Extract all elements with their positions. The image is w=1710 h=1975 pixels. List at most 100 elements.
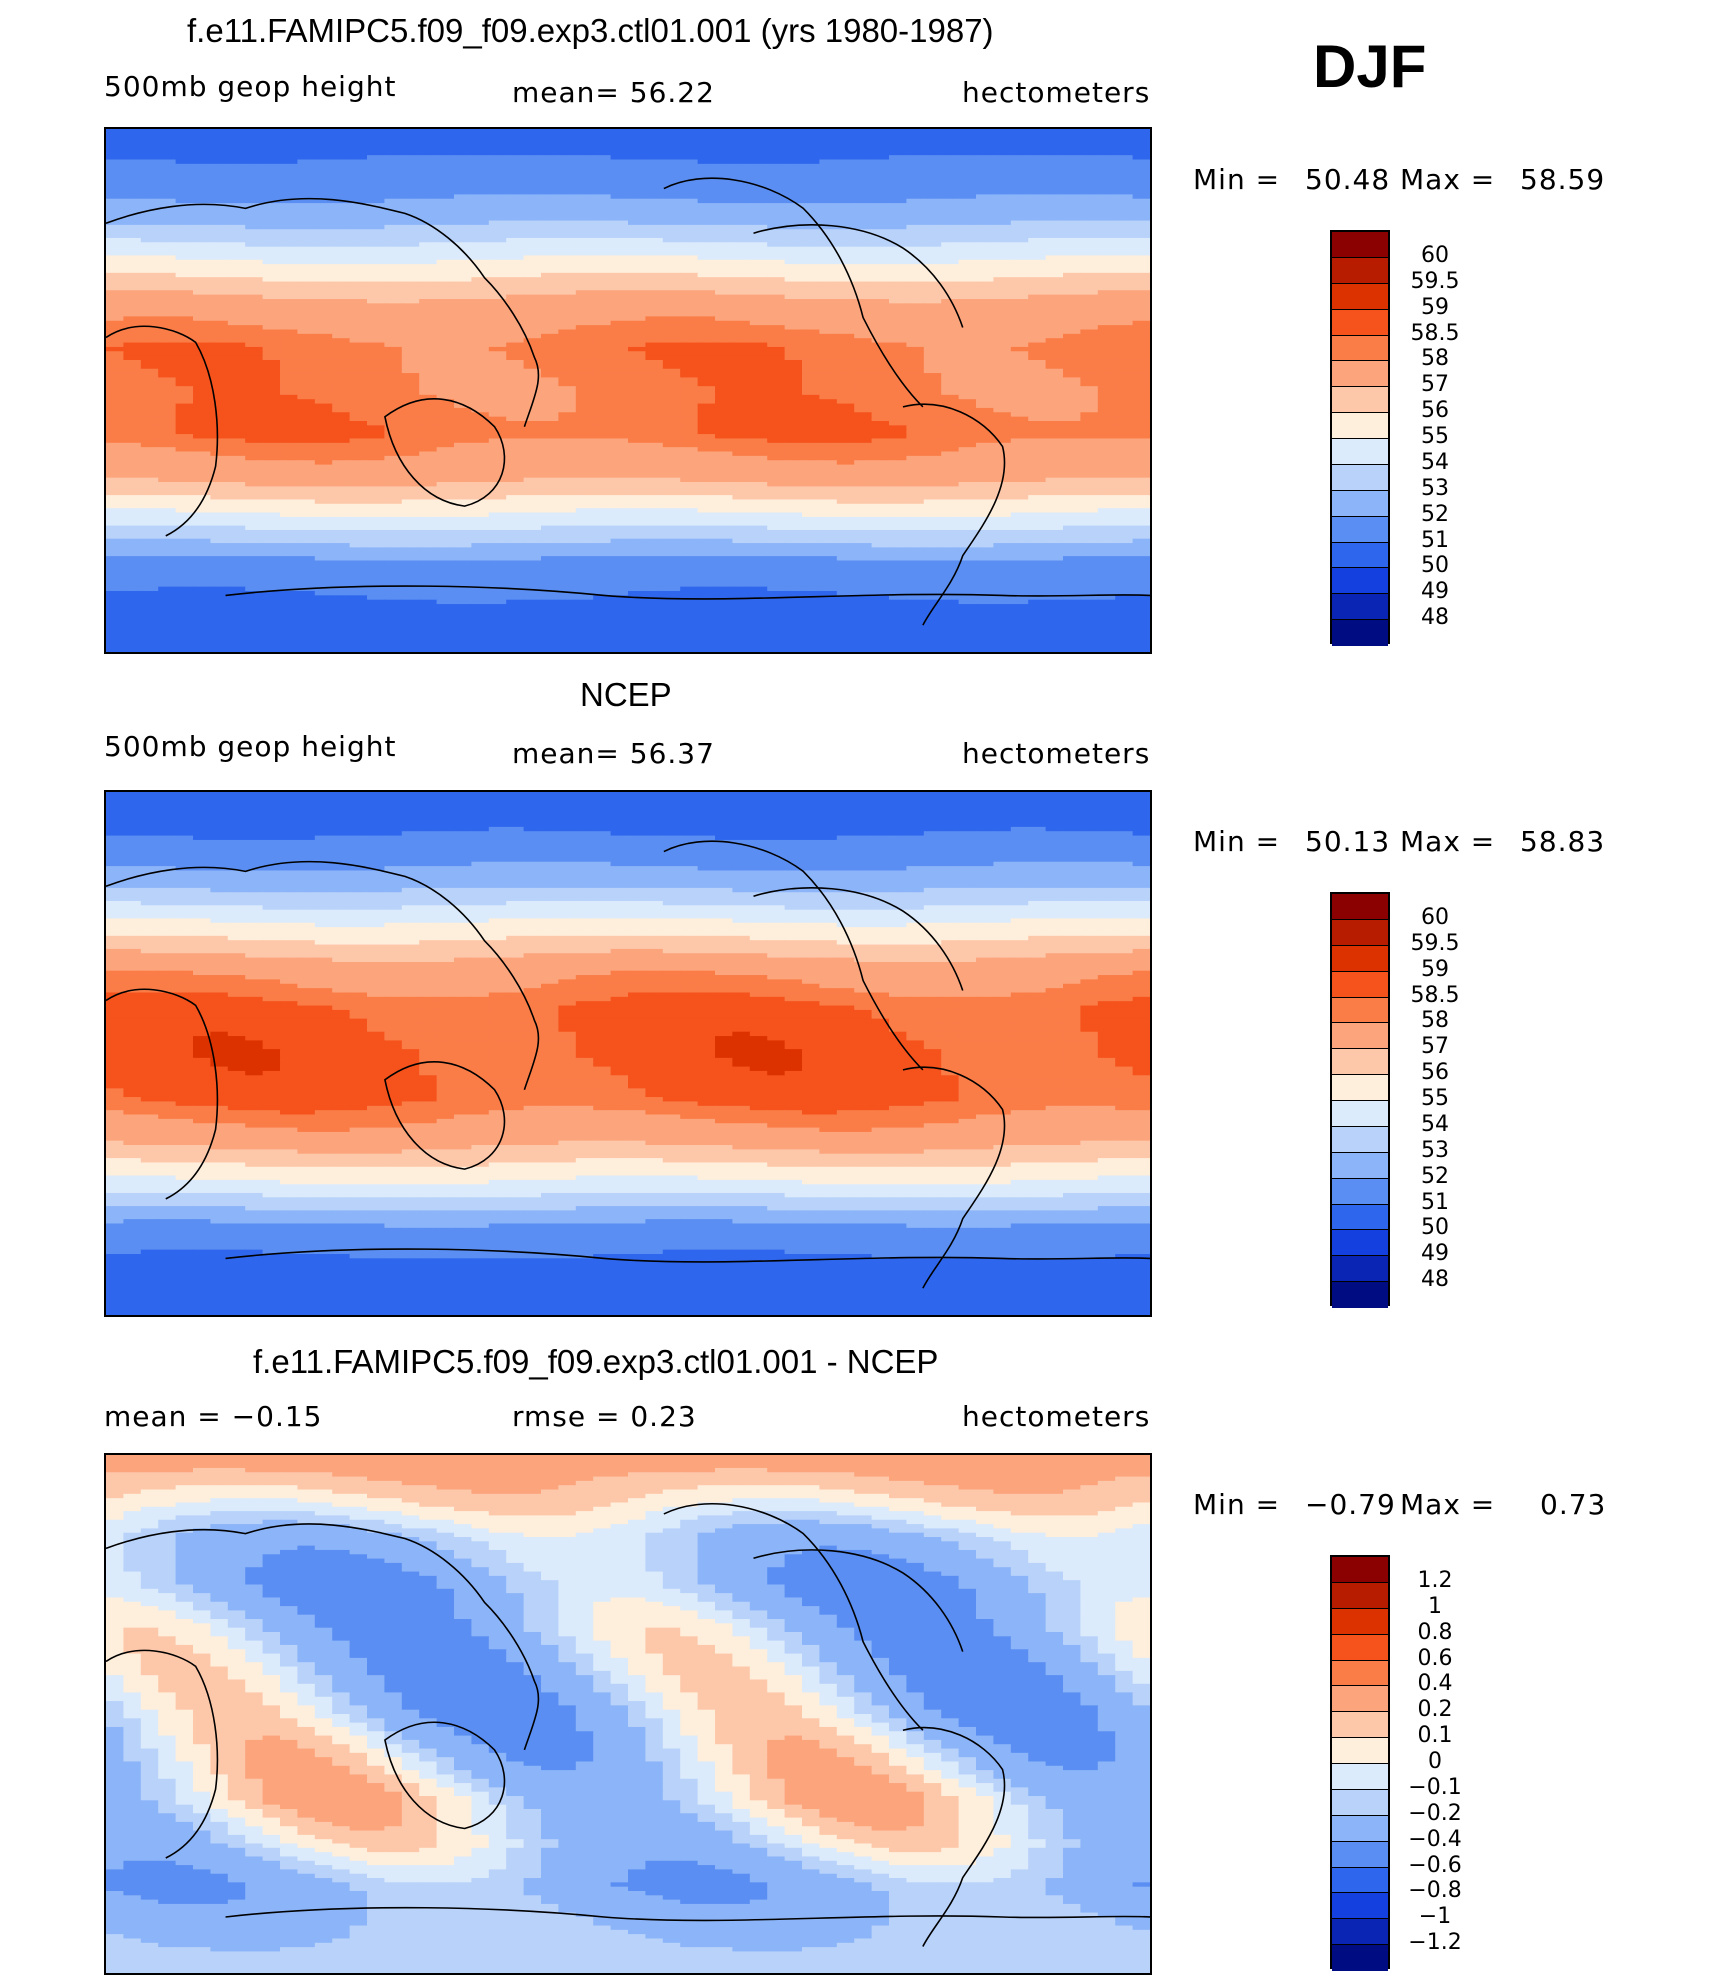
field-cell <box>680 285 699 291</box>
field-cell <box>854 129 873 134</box>
field-cell <box>889 168 908 174</box>
field-cell <box>401 342 420 348</box>
field-cell <box>610 473 629 479</box>
field-cell <box>836 386 855 392</box>
field-cell <box>192 146 211 152</box>
field-cell <box>732 346 751 352</box>
field-cell <box>1080 434 1099 440</box>
field-cell <box>262 386 281 392</box>
field-cell <box>749 355 768 361</box>
field-cell <box>767 237 786 243</box>
field-cell <box>210 298 229 304</box>
field-cell <box>628 203 647 209</box>
field-cell <box>923 259 942 265</box>
field-cell <box>140 133 159 139</box>
field-cell <box>471 320 490 326</box>
field-cell <box>889 368 908 374</box>
field-cell <box>941 407 960 413</box>
field-cell <box>993 281 1012 287</box>
field-cell <box>923 198 942 204</box>
field-cell <box>732 333 751 339</box>
field-cell <box>1028 242 1047 248</box>
field-cell <box>628 464 647 470</box>
field-cell <box>1132 307 1150 313</box>
field-cell <box>871 163 890 169</box>
field-cell <box>767 142 786 148</box>
field-cell <box>854 246 873 252</box>
field-cell <box>1115 224 1134 230</box>
field-cell <box>471 281 490 287</box>
field-cell <box>854 237 873 243</box>
field-cell <box>975 129 994 134</box>
field-cell <box>854 285 873 291</box>
field-cell <box>923 159 942 165</box>
field-cell <box>958 416 977 422</box>
field-cell <box>453 172 472 178</box>
field-cell <box>680 233 699 239</box>
field-cell <box>975 181 994 187</box>
field-cell <box>854 381 873 387</box>
field-cell <box>541 442 560 448</box>
field-cell <box>140 190 159 195</box>
field-cell <box>436 477 455 483</box>
field-cell <box>958 176 977 182</box>
field-cell <box>610 237 629 243</box>
field-cell <box>923 229 942 235</box>
field-cell <box>575 429 594 435</box>
field-cell <box>436 255 455 261</box>
field-cell <box>628 338 647 344</box>
field-cell <box>419 312 438 318</box>
field-cell <box>158 473 177 479</box>
field-cell <box>401 355 420 361</box>
field-cell <box>836 277 855 283</box>
field-cell <box>227 203 246 209</box>
field-cell <box>384 434 403 440</box>
field-cell <box>662 312 681 318</box>
field-cell <box>628 251 647 256</box>
field-cell <box>993 338 1012 344</box>
field-cell <box>732 399 751 405</box>
field-cell <box>1028 181 1047 187</box>
field-cell <box>662 168 681 174</box>
field-cell <box>1132 298 1150 304</box>
field-cell <box>349 473 368 479</box>
field-cell <box>628 255 647 261</box>
field-cell <box>210 159 229 165</box>
field-cell <box>819 190 838 195</box>
field-cell <box>488 255 507 261</box>
field-cell <box>1028 129 1047 134</box>
field-cell <box>192 425 211 431</box>
field-cell <box>1045 333 1064 339</box>
field-cell <box>541 259 560 265</box>
field-cell <box>871 351 890 357</box>
field-cell <box>819 229 838 235</box>
field-cell <box>1063 237 1082 243</box>
field-cell <box>975 451 994 457</box>
field-cell <box>140 368 159 374</box>
field-cell <box>575 438 594 444</box>
field-cell <box>993 237 1012 243</box>
field-cell <box>854 281 873 287</box>
field-cell <box>575 351 594 357</box>
field-cell <box>593 142 612 148</box>
field-cell <box>958 364 977 370</box>
field-cell <box>523 176 542 182</box>
field-cell <box>523 198 542 204</box>
field-cell <box>280 368 299 374</box>
field-cell <box>384 399 403 405</box>
field-cell <box>558 442 577 448</box>
field-cell <box>889 211 908 217</box>
field-cell <box>1045 268 1064 274</box>
field-cell <box>123 159 142 165</box>
field-cell <box>975 264 994 270</box>
field-cell <box>314 194 333 200</box>
field-cell <box>767 181 786 187</box>
field-cell <box>628 486 647 492</box>
field-cell <box>192 150 211 156</box>
field-cell <box>314 442 333 448</box>
field-cell <box>297 399 316 405</box>
field-cell <box>714 416 733 422</box>
field-cell <box>714 377 733 383</box>
field-cell <box>993 137 1012 143</box>
field-cell <box>541 220 560 226</box>
